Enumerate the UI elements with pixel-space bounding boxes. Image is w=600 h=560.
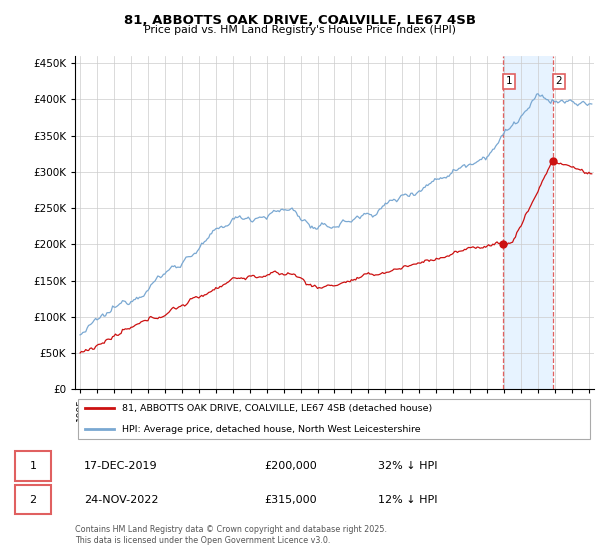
Text: 12% ↓ HPI: 12% ↓ HPI [378,495,437,505]
Text: 24-NOV-2022: 24-NOV-2022 [84,495,158,505]
Text: £315,000: £315,000 [264,495,317,505]
Text: 2: 2 [29,495,37,505]
Text: 1: 1 [506,76,512,86]
FancyBboxPatch shape [15,484,51,514]
Bar [503,56,553,389]
FancyBboxPatch shape [15,451,51,480]
Text: 32% ↓ HPI: 32% ↓ HPI [378,461,437,471]
Text: HPI: Average price, detached house, North West Leicestershire: HPI: Average price, detached house, Nort… [122,424,421,433]
Text: 2: 2 [556,76,562,86]
FancyBboxPatch shape [77,399,590,439]
Text: 81, ABBOTTS OAK DRIVE, COALVILLE, LE67 4SB: 81, ABBOTTS OAK DRIVE, COALVILLE, LE67 4… [124,14,476,27]
Text: 17-DEC-2019: 17-DEC-2019 [84,461,158,471]
Text: £200,000: £200,000 [264,461,317,471]
Text: Contains HM Land Registry data © Crown copyright and database right 2025.
This d: Contains HM Land Registry data © Crown c… [75,525,387,545]
Text: 1: 1 [29,461,37,471]
Text: Price paid vs. HM Land Registry's House Price Index (HPI): Price paid vs. HM Land Registry's House … [144,25,456,35]
Text: 81, ABBOTTS OAK DRIVE, COALVILLE, LE67 4SB (detached house): 81, ABBOTTS OAK DRIVE, COALVILLE, LE67 4… [122,404,432,413]
